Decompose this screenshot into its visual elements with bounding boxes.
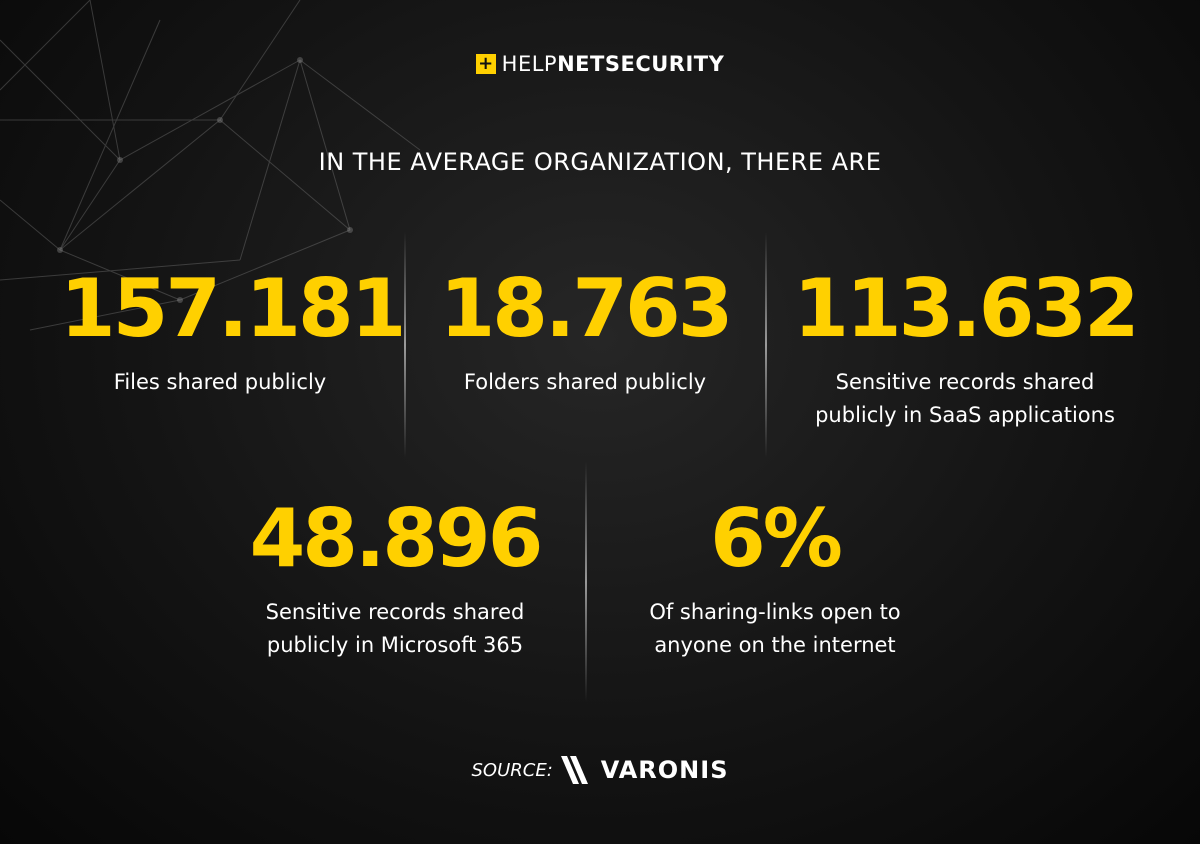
- stat-m365-records: 48.896 Sensitive records shared publicly…: [225, 494, 565, 662]
- stat-label: Sensitive records shared publicly in Saa…: [780, 366, 1150, 432]
- varonis-chevron-icon: [560, 756, 588, 784]
- vertical-divider: [765, 232, 767, 458]
- stat-sharing-links: 6% Of sharing-links open to anyone on th…: [600, 494, 950, 662]
- stat-label-line: publicly in SaaS applications: [815, 403, 1115, 427]
- stat-label: Sensitive records shared publicly in Mic…: [225, 596, 565, 662]
- source-credit: SOURCE: VARONIS: [0, 756, 1200, 784]
- stat-label-line: Sensitive records shared: [265, 600, 525, 624]
- logo-text-help: HELP: [501, 52, 558, 76]
- plus-icon: +: [475, 54, 496, 74]
- stat-value: 157.181: [60, 262, 406, 355]
- stat-saas-records: 113.632 Sensitive records shared publicl…: [780, 264, 1150, 432]
- stat-label-line: anyone on the internet: [654, 633, 896, 657]
- stat-value: 48.896: [249, 492, 544, 585]
- stat-label-line: publicly in Microsoft 365: [266, 633, 524, 657]
- stat-value: 113.632: [793, 262, 1139, 355]
- source-label: SOURCE:: [471, 759, 553, 781]
- varonis-logo: VARONIS: [560, 756, 729, 784]
- stat-label-line: Of sharing-links open to: [649, 600, 901, 624]
- logo-text-security: SECURITY: [604, 52, 725, 76]
- varonis-wordmark: VARONIS: [600, 756, 729, 784]
- helpnetsecurity-logo: + HELPNETSECURITY: [0, 52, 1200, 76]
- stat-files-shared: 157.181 Files shared publicly: [60, 262, 406, 399]
- stat-label-line: Files shared publicly: [113, 370, 327, 394]
- stat-label: Of sharing-links open to anyone on the i…: [600, 596, 950, 662]
- stat-folders-shared: 18.763 Folders shared publicly: [425, 264, 745, 399]
- stat-label-line: Folders shared publicly: [463, 370, 707, 394]
- stat-value: 6%: [710, 492, 843, 585]
- stat-label: Files shared publicly: [60, 366, 380, 399]
- headline: IN THE AVERAGE ORGANIZATION, THERE ARE: [318, 148, 882, 176]
- stat-value: 18.763: [439, 262, 734, 355]
- logo-wordmark: HELPNETSECURITY: [502, 52, 725, 76]
- vertical-divider: [404, 232, 406, 458]
- vertical-divider: [585, 462, 587, 702]
- logo-text-net: NET: [557, 52, 605, 76]
- stat-label: Folders shared publicly: [425, 366, 745, 399]
- stat-label-line: Sensitive records shared: [835, 370, 1095, 394]
